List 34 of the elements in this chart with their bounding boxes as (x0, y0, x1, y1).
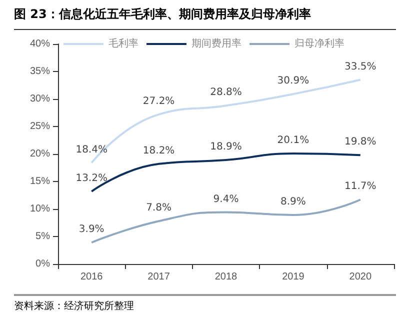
y-tick-label: 5% (36, 231, 50, 242)
legend-label: 归母净利率 (294, 38, 344, 50)
y-tick-label: 35% (30, 66, 50, 77)
data-label: 7.8% (146, 202, 172, 214)
data-label: 19.8% (344, 136, 376, 148)
chart-title: 图 23：信息化近五年毛利率、期间费用率及归母净利率 (14, 6, 396, 30)
x-tick-label: 2016 (80, 272, 104, 282)
legend-label: 毛利率 (108, 38, 138, 50)
x-tick-label: 2017 (148, 272, 170, 282)
y-tick-label: 15% (30, 176, 50, 187)
data-label: 30.9% (277, 76, 310, 87)
y-tick-label: 25% (30, 121, 50, 132)
data-label: 20.1% (277, 134, 310, 146)
data-label: 18.9% (210, 142, 242, 153)
legend-label: 期间费用率 (192, 38, 242, 50)
data-label: 3.9% (78, 224, 104, 236)
data-label: 8.9% (280, 196, 306, 208)
y-tick-label: 0% (36, 258, 50, 270)
y-tick-label: 20% (30, 148, 50, 160)
y-tick-label: 40% (30, 38, 50, 50)
y-tick-label: 30% (30, 94, 50, 104)
y-tick-label: 10% (30, 204, 50, 214)
data-label: 13.2% (76, 172, 108, 184)
x-tick-label: 2020 (349, 272, 372, 282)
text: 资料来源：经济研究所整理 (14, 294, 396, 313)
data-label: 27.2% (142, 96, 175, 107)
data-label: 18.2% (142, 145, 175, 156)
data-label: 18.4% (76, 144, 108, 156)
data-label: 9.4% (213, 194, 239, 205)
data-label: 28.8% (210, 87, 242, 98)
data-label: 11.7% (344, 181, 376, 192)
x-tick-label: 2019 (282, 272, 305, 282)
x-tick-label: 2018 (214, 272, 238, 282)
data-label: 33.5% (344, 61, 376, 72)
